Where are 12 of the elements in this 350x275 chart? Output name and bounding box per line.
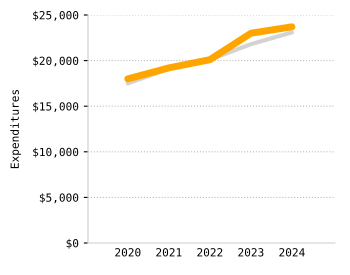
y-tick-label: $0: [66, 238, 78, 249]
x-tick-label: 2024: [279, 248, 305, 257]
x-tick-label: 2022: [197, 248, 222, 257]
y-tick-label: $10,000: [33, 148, 78, 158]
y-tick-label: $25,000: [33, 10, 78, 21]
y-tick-label: $5,000: [40, 193, 78, 204]
x-tick-label: 2020: [115, 248, 140, 257]
y-tick-label: $20,000: [33, 56, 78, 66]
x-tick-label: 2021: [156, 248, 182, 257]
y-tick-label: $15,000: [33, 102, 78, 112]
x-tick-label: 2023: [238, 248, 264, 257]
y-axis-title: Expenditures: [10, 90, 22, 168]
